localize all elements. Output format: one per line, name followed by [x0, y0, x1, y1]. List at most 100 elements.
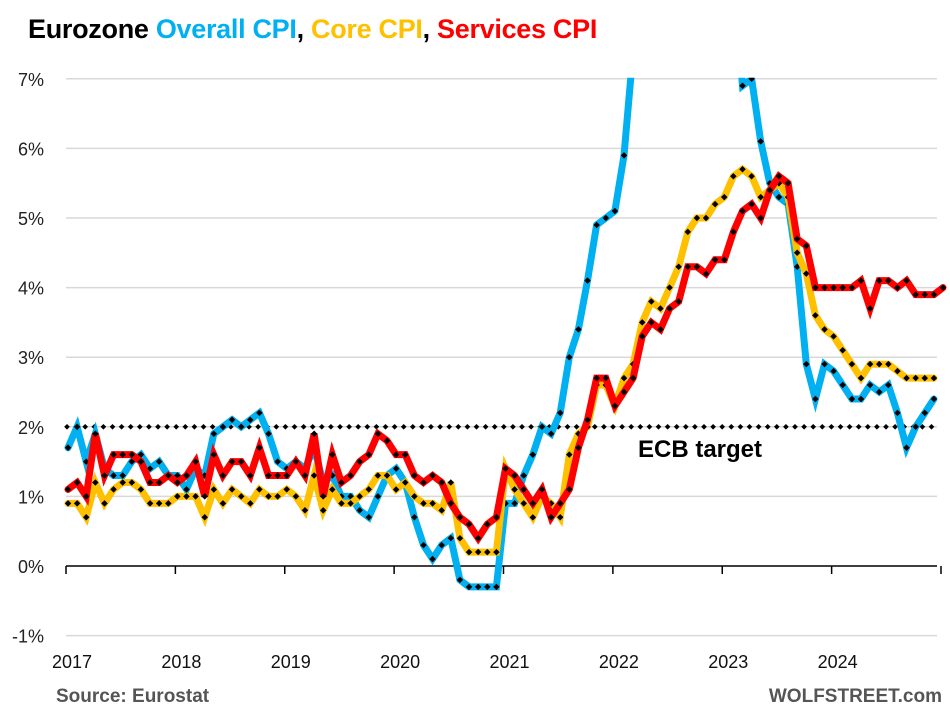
target-dot	[328, 423, 334, 430]
data-point	[693, 214, 701, 222]
data-point	[511, 472, 518, 479]
target-dot	[273, 423, 280, 430]
target-dot	[655, 423, 662, 430]
data-point	[639, 48, 646, 55]
target-dot	[601, 423, 607, 430]
y-tick-label: 4%	[18, 279, 44, 299]
data-point	[192, 493, 199, 500]
data-point	[210, 430, 218, 438]
data-point	[183, 472, 190, 479]
target-dot	[728, 423, 735, 430]
target-dot	[100, 423, 107, 430]
data-point	[219, 423, 227, 431]
data-point	[292, 458, 300, 465]
data-point	[903, 277, 910, 284]
target-dot	[309, 423, 316, 430]
data-point	[839, 347, 846, 354]
data-point	[602, 374, 610, 382]
data-point	[110, 486, 117, 493]
data-point	[793, 235, 801, 243]
data-point	[174, 493, 181, 500]
data-point	[529, 514, 537, 521]
data-point	[830, 367, 837, 375]
x-tick-label: 2017	[52, 652, 92, 672]
data-point	[155, 500, 163, 507]
data-point	[602, 214, 610, 222]
data-point	[392, 451, 400, 458]
data-point	[465, 548, 473, 556]
data-point	[401, 451, 409, 458]
target-dot	[127, 423, 134, 430]
data-point	[356, 493, 363, 500]
data-point	[493, 548, 500, 556]
target-dot	[318, 423, 325, 430]
data-point	[848, 395, 856, 403]
target-dot	[892, 423, 898, 430]
data-point	[556, 409, 564, 417]
target-dot	[173, 423, 180, 430]
data-point	[73, 500, 81, 507]
series-lines	[64, 48, 947, 591]
data-point	[730, 172, 737, 180]
data-point	[620, 388, 628, 396]
data-point	[347, 472, 354, 479]
data-point	[484, 583, 491, 591]
y-tick-label: 7%	[18, 70, 44, 90]
target-dot	[764, 423, 771, 430]
target-dot	[337, 423, 343, 430]
data-point	[748, 77, 755, 83]
x-tick-label: 2019	[271, 652, 311, 672]
data-point	[520, 500, 528, 507]
target-dot	[146, 423, 152, 430]
target-dot	[719, 423, 726, 430]
y-tick-label: 1%	[18, 487, 44, 507]
y-tick-label: 6%	[18, 139, 44, 159]
target-dot	[637, 423, 644, 430]
x-tick-label: 2022	[599, 652, 639, 672]
data-point	[930, 291, 938, 298]
data-point	[793, 249, 801, 257]
data-point	[456, 576, 464, 584]
data-point	[183, 493, 190, 500]
data-point	[420, 479, 427, 486]
data-point	[256, 409, 263, 417]
target-dot	[801, 423, 807, 430]
target-dot	[819, 423, 826, 430]
target-dot	[573, 423, 580, 430]
data-point	[283, 486, 290, 493]
target-dot	[664, 423, 671, 430]
series-services-cpi	[64, 171, 947, 545]
data-point	[128, 479, 136, 486]
data-point	[620, 374, 628, 382]
target-dot	[118, 423, 125, 430]
data-point	[119, 479, 126, 486]
data-point	[137, 486, 145, 493]
data-point	[155, 458, 163, 465]
data-point	[493, 514, 500, 521]
data-point	[894, 409, 901, 417]
data-point	[338, 500, 345, 507]
data-point	[155, 479, 163, 486]
data-point	[374, 430, 382, 438]
target-dot	[928, 423, 935, 430]
data-point	[237, 423, 245, 431]
target-dot	[155, 423, 161, 430]
data-point	[529, 451, 537, 458]
data-point	[310, 430, 318, 438]
target-dot	[591, 423, 598, 430]
data-point	[201, 493, 208, 500]
data-point	[411, 514, 418, 521]
data-point	[903, 444, 910, 451]
data-point	[292, 493, 300, 500]
ecb-target-label: ECB target	[638, 436, 762, 463]
data-point	[721, 256, 728, 263]
data-point	[930, 395, 938, 403]
data-point	[547, 514, 555, 521]
data-point	[146, 479, 154, 486]
data-point	[912, 374, 919, 382]
target-dot	[346, 423, 352, 430]
target-dot	[373, 423, 380, 430]
x-tick-label: 2024	[818, 652, 858, 672]
data-point	[848, 360, 856, 368]
target-dot	[282, 423, 289, 430]
